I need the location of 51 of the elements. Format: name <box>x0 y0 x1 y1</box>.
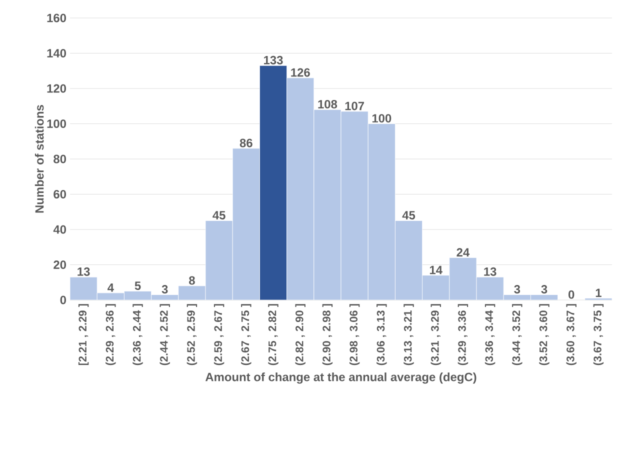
data-label: 107 <box>345 102 364 110</box>
y-tick-label: 20 <box>54 260 66 269</box>
data-label: 3 <box>514 285 520 294</box>
data-label: 45 <box>212 211 226 220</box>
x-tick-label: (2.36 , 2.44 ] <box>132 304 143 366</box>
data-label: 8 <box>189 276 195 285</box>
y-tick-label: 100 <box>47 120 66 128</box>
data-label: 24 <box>456 248 470 256</box>
data-label: 5 <box>134 282 141 290</box>
x-tick-label: (3.44 , 3.52 ] <box>512 304 522 366</box>
data-label: 86 <box>240 138 252 148</box>
x-tick-label: (3.06 , 3.13 ] <box>376 304 387 366</box>
y-tick-label: 140 <box>47 49 66 58</box>
x-tick-label: (2.44 , 2.52 ] <box>160 304 170 366</box>
x-tick-label: [2.21 , 2.29 ] <box>78 304 89 366</box>
data-label: 133 <box>264 56 283 64</box>
x-tick-label: (3.52 , 3.60 ] <box>539 304 550 366</box>
y-tick-label: 120 <box>47 84 66 93</box>
x-tick-label: (3.29 , 3.36 ] <box>458 304 468 366</box>
y-tick-label: 160 <box>47 14 66 22</box>
x-tick-label: (2.82 , 2.90 ] <box>295 304 306 366</box>
x-tick-label: (3.21 , 3.29 ] <box>430 304 441 366</box>
x-tick-label: (3.13 , 3.21 ] <box>404 304 414 366</box>
x-tick-label: (2.29 , 2.36 ] <box>106 304 116 366</box>
data-label: 1 <box>596 288 602 298</box>
x-tick-label: (3.67 , 3.75 ] <box>593 304 604 366</box>
data-label: 0 <box>568 290 574 299</box>
x-tick-label: (2.75 , 2.82 ] <box>268 304 278 366</box>
data-label: 3 <box>541 285 548 294</box>
x-axis-title: Amount of change at the annual average (degC) <box>205 372 476 384</box>
data-label: 100 <box>372 114 392 123</box>
x-tick-label: (2.98 , 3.06 ] <box>349 304 360 366</box>
y-tick-label: 80 <box>54 154 66 164</box>
data-label: 126 <box>291 68 310 77</box>
data-label: 4 <box>108 284 114 292</box>
y-axis-title: Number of stations <box>34 105 44 213</box>
x-tick-label: (2.52 , 2.59 ] <box>186 304 198 366</box>
data-label: 108 <box>318 100 338 108</box>
y-tick-label: 40 <box>53 225 66 234</box>
data-label: 14 <box>430 266 442 274</box>
data-label: 3 <box>162 285 168 294</box>
x-tick-label: (2.90 , 2.98 ] <box>322 304 333 366</box>
data-label: 13 <box>78 267 90 276</box>
y-tick-label: 0 <box>60 296 66 304</box>
x-tick-label: (2.59 , 2.67 ] <box>214 304 224 366</box>
x-tick-label: (3.36 , 3.44 ] <box>484 304 496 366</box>
x-tick-label: (2.67 , 2.75 ] <box>241 304 252 366</box>
x-tick-label: (3.60 , 3.67 ] <box>566 304 576 366</box>
data-label: 13 <box>484 267 496 276</box>
data-label: 45 <box>402 211 416 220</box>
y-tick-label: 60 <box>54 190 66 198</box>
